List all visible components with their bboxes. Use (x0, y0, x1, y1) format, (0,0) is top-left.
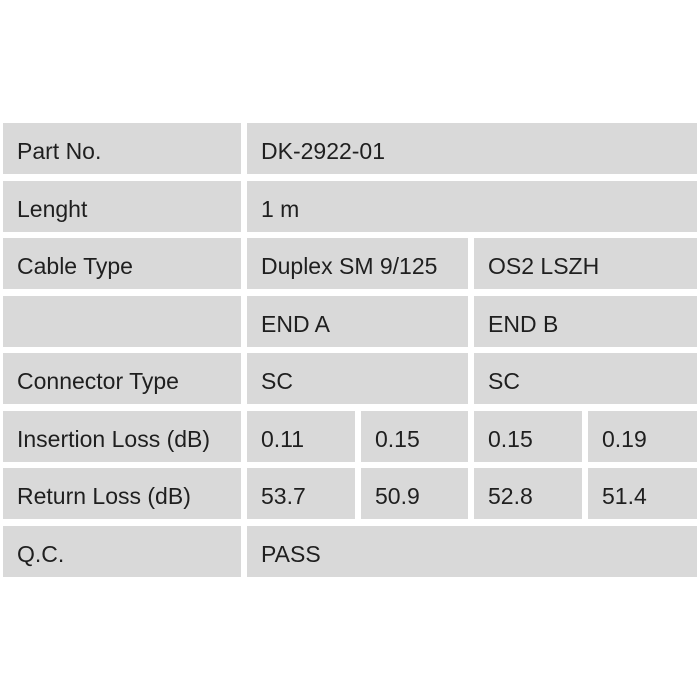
end-a-header: END A (247, 295, 468, 347)
return-loss-end-b-1: 52.8 (474, 468, 582, 519)
return-loss-end-a-1: 53.7 (247, 468, 355, 519)
insertion-loss-end-b-2: 0.19 (588, 410, 697, 462)
insertion-loss-end-b-1: 0.15 (474, 410, 582, 462)
connector-end-b: SC (474, 353, 697, 404)
length-label: Lenght (3, 180, 241, 232)
insertion-loss-label: Insertion Loss (dB) (3, 410, 241, 462)
end-b-header: END B (474, 295, 697, 347)
length-value: 1 m (247, 180, 697, 232)
cable-type-label: Cable Type (3, 238, 241, 289)
part-no-value: DK-2922-01 (247, 123, 697, 174)
cable-type-value-2: OS2 LSZH (474, 238, 697, 289)
part-no-label: Part No. (3, 123, 241, 174)
connector-end-a: SC (247, 353, 468, 404)
return-loss-end-b-2: 51.4 (588, 468, 697, 519)
cable-type-value-1: Duplex SM 9/125 (247, 238, 468, 289)
insertion-loss-end-a-1: 0.11 (247, 410, 355, 462)
return-loss-end-a-2: 50.9 (361, 468, 468, 519)
qc-label: Q.C. (3, 525, 241, 577)
connector-type-label: Connector Type (3, 353, 241, 404)
return-loss-label: Return Loss (dB) (3, 468, 241, 519)
insertion-loss-end-a-2: 0.15 (361, 410, 468, 462)
end-header-spacer (3, 295, 241, 347)
qc-value: PASS (247, 525, 697, 577)
spec-table: Part No. DK-2922-01 Lenght 1 m Cable Typ… (3, 123, 697, 577)
